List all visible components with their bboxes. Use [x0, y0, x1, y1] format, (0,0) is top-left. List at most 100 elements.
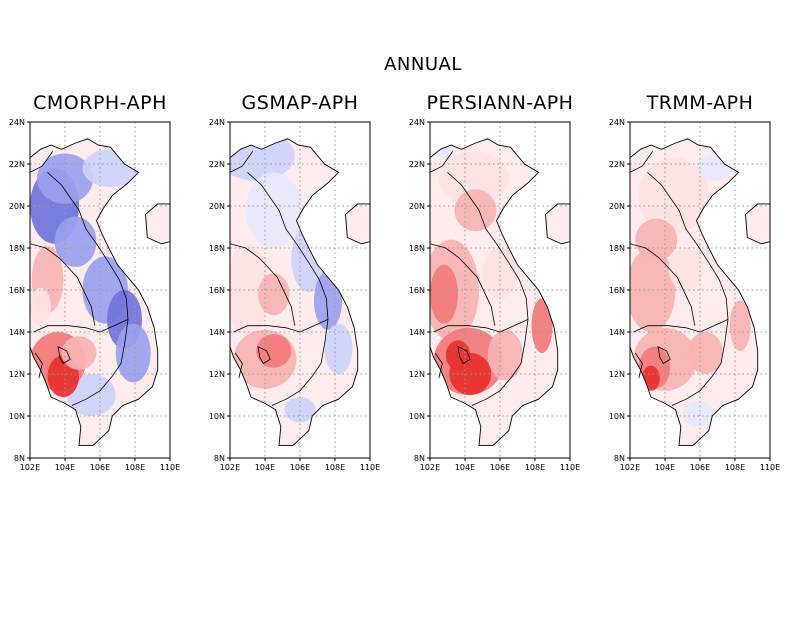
anomaly-blob — [30, 287, 51, 326]
coastline — [429, 138, 559, 446]
lon-tick-label: 104E — [255, 463, 275, 472]
lat-tick-label: 22N — [209, 160, 225, 169]
country-border — [229, 151, 254, 173]
country-border — [447, 172, 529, 320]
anomaly-blob — [638, 157, 709, 234]
anomaly-blob — [37, 153, 93, 204]
panel-title-trmm: TRMM-APH — [646, 92, 754, 114]
lat-tick-label: 10N — [609, 412, 625, 421]
anomaly-blob — [687, 332, 723, 374]
lon-tick-label: 102E — [220, 463, 240, 472]
country-border — [247, 172, 329, 320]
lat-tick-label: 16N — [609, 286, 625, 295]
lon-tick-label: 108E — [325, 463, 345, 472]
lat-tick-label: 10N — [209, 412, 225, 421]
lon-tick-label: 106E — [490, 463, 510, 472]
country-border — [429, 243, 496, 326]
map-panel-gsmap: 8N 10N 12N 14N 16N 18N 20N 22N 24N 102E 104E 106E 10… — [209, 118, 380, 472]
country-border — [47, 172, 129, 320]
anomaly-blob — [245, 172, 302, 248]
coastline — [29, 138, 159, 446]
lon-tick-label: 102E — [620, 463, 640, 472]
country-border — [629, 243, 696, 326]
tonle-sap-lake — [257, 346, 271, 365]
lon-tick-label: 110E — [560, 463, 580, 472]
lat-tick-label: 10N — [409, 412, 425, 421]
map-panel-cmorph: 8N 10N 12N 14N 16N 18N 20N 22N 24N 102E 104E 106E 10… — [9, 118, 180, 472]
country-border — [647, 172, 729, 320]
lat-tick-label: 12N — [9, 370, 25, 379]
lon-tick-label: 106E — [690, 463, 710, 472]
lat-tick-label: 14N — [209, 328, 225, 337]
lon-tick-label: 104E — [55, 463, 75, 472]
lat-tick-label: 16N — [209, 286, 225, 295]
lat-tick-label: 24N — [609, 118, 625, 127]
lon-tick-label: 106E — [290, 463, 310, 472]
anomaly-blob — [66, 374, 116, 416]
lat-tick-label: 12N — [209, 370, 225, 379]
country-border — [234, 352, 243, 379]
map-panel-persiann: 8N 10N 12N 14N 16N 18N 20N 22N 24N 102E 104E 106E 10… — [409, 118, 580, 472]
lat-tick-label: 20N — [9, 202, 25, 211]
lat-tick-label: 8N — [614, 454, 625, 463]
country-border — [34, 352, 43, 379]
lon-tick-label: 102E — [20, 463, 40, 472]
lat-tick-label: 10N — [9, 412, 25, 421]
anomaly-blob — [630, 248, 676, 332]
lat-tick-label: 8N — [14, 454, 25, 463]
country-border — [29, 243, 96, 326]
panel-title-gsmap: GSMAP-APH — [241, 92, 359, 114]
tonle-sap-lake — [457, 346, 471, 365]
lat-tick-label: 8N — [214, 454, 225, 463]
anomaly-blob — [256, 334, 292, 368]
country-border — [271, 319, 329, 406]
figure-title: ANNUAL — [384, 54, 462, 75]
lat-tick-label: 24N — [9, 118, 25, 127]
anomaly-blob — [115, 323, 151, 383]
lat-tick-label: 16N — [9, 286, 25, 295]
country-border — [71, 319, 129, 406]
lat-tick-label: 18N — [609, 244, 625, 253]
country-border — [633, 319, 729, 333]
country-border — [433, 319, 529, 333]
lat-tick-label: 22N — [409, 160, 425, 169]
lon-tick-label: 104E — [455, 463, 475, 472]
lat-tick-label: 14N — [609, 328, 625, 337]
lon-tick-label: 108E — [125, 463, 145, 472]
anomaly-blob — [438, 151, 509, 206]
lon-tick-label: 106E — [90, 463, 110, 472]
anomaly-blob — [531, 298, 553, 353]
country-border — [471, 319, 529, 406]
coastline — [629, 138, 759, 446]
country-border — [429, 151, 454, 173]
lat-tick-label: 18N — [409, 244, 425, 253]
country-border — [634, 352, 643, 379]
anomaly-blob — [430, 264, 458, 324]
lat-tick-label: 16N — [409, 286, 425, 295]
lat-tick-label: 22N — [609, 160, 625, 169]
anomaly-blob — [668, 248, 704, 290]
anomaly-blob — [284, 397, 316, 423]
lat-tick-label: 12N — [609, 370, 625, 379]
lat-tick-label: 18N — [209, 244, 225, 253]
lat-tick-label: 22N — [9, 160, 25, 169]
lon-tick-label: 104E — [655, 463, 675, 472]
panel-title-persiann: PERSIANN-APH — [426, 92, 574, 114]
anomaly-blob — [61, 336, 97, 370]
lat-tick-label: 20N — [209, 202, 225, 211]
tonle-sap-lake — [57, 346, 71, 365]
anomaly-blob — [324, 323, 353, 374]
anomaly-blob — [230, 243, 269, 337]
anomaly-blob — [487, 329, 523, 381]
anomaly-blob — [454, 189, 497, 232]
country-border — [229, 243, 296, 326]
lon-tick-label: 102E — [420, 463, 440, 472]
lat-tick-label: 18N — [9, 244, 25, 253]
lat-tick-label: 14N — [409, 328, 425, 337]
map-panel-trmm: 8N 10N 12N 14N 16N 18N 20N 22N 24N 102E 104E 106E 10… — [609, 118, 780, 472]
lat-tick-label: 24N — [409, 118, 425, 127]
anomaly-blob — [445, 340, 471, 370]
country-border — [434, 352, 443, 379]
lat-tick-label: 20N — [609, 202, 625, 211]
anomaly-blob — [682, 401, 714, 427]
